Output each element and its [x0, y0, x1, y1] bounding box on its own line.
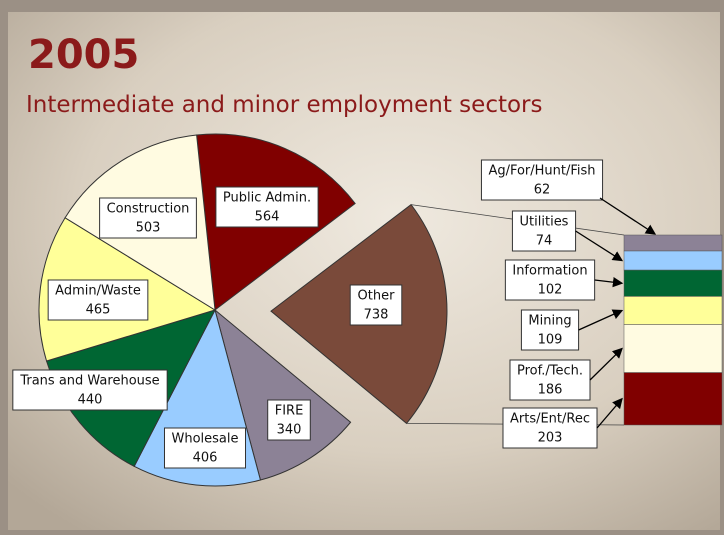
label-value: 109: [538, 333, 563, 348]
label-name: Ag/For/Hunt/Fish: [488, 164, 595, 179]
label-value: 465: [86, 303, 111, 318]
chart-title: 2005: [28, 32, 139, 78]
data-label: Utilities 74: [511, 210, 577, 252]
data-label: Admin/Waste 465: [47, 279, 149, 321]
leader-arrow: [594, 277, 624, 288]
label-value: 340: [277, 423, 302, 438]
label-value: 74: [536, 234, 553, 249]
label-name: Prof./Tech.: [517, 364, 583, 379]
data-label: FIRE 340: [267, 399, 311, 441]
data-label: Construction 503: [99, 197, 197, 239]
label-value: 62: [534, 183, 551, 198]
label-value: 440: [78, 393, 103, 408]
label-box: [520, 309, 580, 351]
label-box: [502, 407, 598, 449]
bar-segment: [623, 250, 723, 271]
label-box: [47, 279, 149, 321]
label-name: Information: [512, 264, 587, 279]
label-box: [509, 359, 591, 401]
label-name: Mining: [528, 314, 571, 329]
label-name: Construction: [107, 202, 190, 217]
label-value: 406: [193, 451, 218, 466]
data-label: Mining 109: [520, 309, 580, 351]
data-label: Other 738: [349, 284, 403, 326]
data-label: Ag/For/Hunt/Fish 62: [480, 159, 604, 201]
chart-subtitle: Intermediate and minor employment sector…: [26, 92, 543, 118]
data-label: Wholesale 406: [163, 427, 247, 469]
leader-arrow: [599, 197, 657, 235]
label-name: Public Admin.: [223, 191, 311, 206]
label-name: FIRE: [275, 404, 304, 419]
label-box: [12, 369, 168, 411]
data-label: Arts/Ent/Rec 203: [502, 407, 598, 449]
leader-arrow: [589, 347, 623, 381]
label-value: 503: [136, 221, 161, 236]
label-box: [163, 427, 247, 469]
bar-segment: [623, 372, 723, 426]
pie-slice: [214, 308, 352, 481]
label-name: Arts/Ent/Rec: [510, 412, 590, 427]
data-label: Information 102: [504, 259, 596, 301]
label-value: 564: [255, 210, 280, 225]
labels: Public Admin. 564 Other 738 FIRE 340 Wholesale…: [12, 159, 657, 469]
label-box: [480, 159, 604, 201]
label-name: Other: [358, 289, 396, 304]
label-box: [99, 197, 197, 239]
label-box: [511, 210, 577, 252]
label-value: 186: [538, 383, 563, 398]
label-name: Admin/Waste: [55, 284, 141, 299]
leader-arrow: [575, 230, 624, 262]
label-box: [504, 259, 596, 301]
label-value: 203: [538, 431, 563, 446]
label-value: 102: [538, 283, 563, 298]
leader-arrow: [578, 309, 624, 331]
bar-segment: [623, 269, 723, 297]
label-name: Utilities: [520, 215, 569, 230]
leader-arrow: [596, 397, 623, 429]
label-value: 738: [364, 308, 389, 323]
label-name: Wholesale: [171, 432, 238, 447]
data-label: Public Admin. 564: [215, 186, 319, 228]
data-label: Trans and Warehouse 440: [12, 369, 168, 411]
data-label: Prof./Tech. 186: [509, 359, 591, 401]
bar-segment: [623, 324, 723, 373]
label-box: [215, 186, 319, 228]
label-name: Trans and Warehouse: [19, 374, 159, 389]
bar-segment: [623, 296, 723, 325]
bar-segment: [623, 234, 723, 252]
label-box: [349, 284, 403, 326]
label-box: [267, 399, 311, 441]
